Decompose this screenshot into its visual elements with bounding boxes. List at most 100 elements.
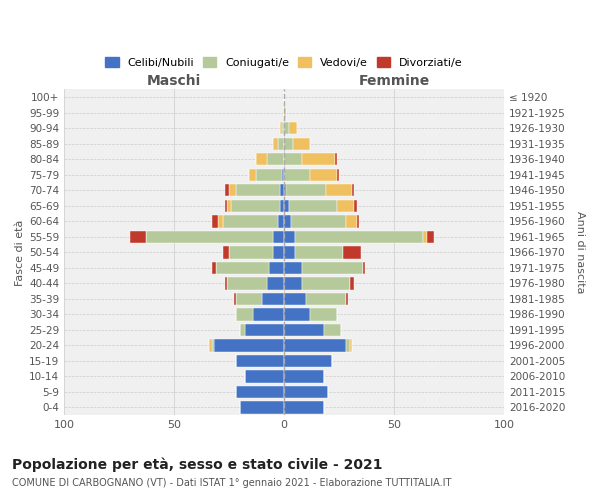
Bar xyxy=(295,230,422,243)
Bar xyxy=(284,138,293,150)
Bar xyxy=(302,277,350,289)
Bar xyxy=(223,215,278,228)
Bar xyxy=(346,339,350,351)
Bar xyxy=(256,168,282,181)
Bar xyxy=(227,277,266,289)
Bar xyxy=(266,277,284,289)
Bar xyxy=(245,324,284,336)
Bar xyxy=(284,370,323,382)
Bar xyxy=(310,308,337,320)
Bar xyxy=(284,153,302,166)
Text: COMUNE DI CARBOGNANO (VT) - Dati ISTAT 1° gennaio 2021 - Elaborazione TUTTITALIA: COMUNE DI CARBOGNANO (VT) - Dati ISTAT 1… xyxy=(12,478,451,488)
Bar xyxy=(337,168,339,181)
Bar xyxy=(232,200,280,212)
Bar xyxy=(289,200,337,212)
Bar xyxy=(306,292,346,305)
Bar xyxy=(302,262,363,274)
Bar xyxy=(225,184,229,196)
Bar xyxy=(278,215,284,228)
Bar xyxy=(286,184,326,196)
Bar xyxy=(262,292,284,305)
Bar xyxy=(280,184,284,196)
Bar xyxy=(293,138,310,150)
Bar xyxy=(209,339,212,351)
Bar xyxy=(266,153,284,166)
Bar xyxy=(427,230,434,243)
Bar xyxy=(225,200,227,212)
Bar xyxy=(223,246,229,258)
Bar xyxy=(284,246,295,258)
Bar xyxy=(350,277,355,289)
Bar xyxy=(273,246,284,258)
Bar xyxy=(284,262,302,274)
Bar xyxy=(295,246,343,258)
Y-axis label: Anni di nascita: Anni di nascita xyxy=(575,211,585,294)
Bar xyxy=(310,168,337,181)
Bar xyxy=(146,230,273,243)
Bar xyxy=(284,308,310,320)
Bar xyxy=(233,292,236,305)
Bar xyxy=(256,153,266,166)
Bar xyxy=(284,354,332,367)
Bar xyxy=(249,168,256,181)
Bar xyxy=(346,215,356,228)
Bar xyxy=(212,215,218,228)
Bar xyxy=(240,324,245,336)
Bar xyxy=(284,401,323,413)
Bar xyxy=(236,308,253,320)
Bar xyxy=(284,200,289,212)
Bar xyxy=(284,168,310,181)
Bar xyxy=(343,246,361,258)
Bar xyxy=(352,184,355,196)
Bar xyxy=(273,138,278,150)
Bar xyxy=(269,262,284,274)
Bar xyxy=(302,153,335,166)
Bar xyxy=(227,200,232,212)
Legend: Celibi/Nubili, Coniugati/e, Vedovi/e, Divorziati/e: Celibi/Nubili, Coniugati/e, Vedovi/e, Di… xyxy=(101,52,467,72)
Bar xyxy=(236,386,284,398)
Bar xyxy=(350,339,352,351)
Bar xyxy=(284,339,346,351)
Bar xyxy=(253,308,284,320)
Bar xyxy=(363,262,365,274)
Bar xyxy=(284,386,328,398)
Bar xyxy=(212,262,216,274)
Bar xyxy=(284,215,291,228)
Bar xyxy=(422,230,427,243)
Bar xyxy=(218,215,223,228)
Text: Maschi: Maschi xyxy=(147,74,202,88)
Bar xyxy=(284,106,286,119)
Bar xyxy=(284,292,306,305)
Bar xyxy=(323,324,341,336)
Bar xyxy=(284,122,289,134)
Bar xyxy=(280,122,282,134)
Bar xyxy=(229,246,273,258)
Bar xyxy=(229,184,236,196)
Bar xyxy=(326,184,352,196)
Text: Popolazione per età, sesso e stato civile - 2021: Popolazione per età, sesso e stato civil… xyxy=(12,458,383,472)
Bar xyxy=(282,122,284,134)
Bar xyxy=(278,138,284,150)
Bar xyxy=(236,354,284,367)
Bar xyxy=(346,292,348,305)
Bar xyxy=(284,324,323,336)
Bar xyxy=(284,230,295,243)
Bar xyxy=(273,230,284,243)
Bar xyxy=(291,215,346,228)
Bar xyxy=(335,153,337,166)
Bar xyxy=(289,122,298,134)
Bar xyxy=(356,215,359,228)
Bar xyxy=(225,277,227,289)
Bar xyxy=(284,184,286,196)
Bar xyxy=(284,277,302,289)
Bar xyxy=(236,184,280,196)
Bar xyxy=(216,262,269,274)
Bar xyxy=(236,292,262,305)
Bar xyxy=(240,401,284,413)
Bar xyxy=(130,230,146,243)
Bar xyxy=(282,168,284,181)
Text: Femmine: Femmine xyxy=(358,74,430,88)
Bar xyxy=(280,200,284,212)
Y-axis label: Fasce di età: Fasce di età xyxy=(15,219,25,286)
Bar xyxy=(355,200,356,212)
